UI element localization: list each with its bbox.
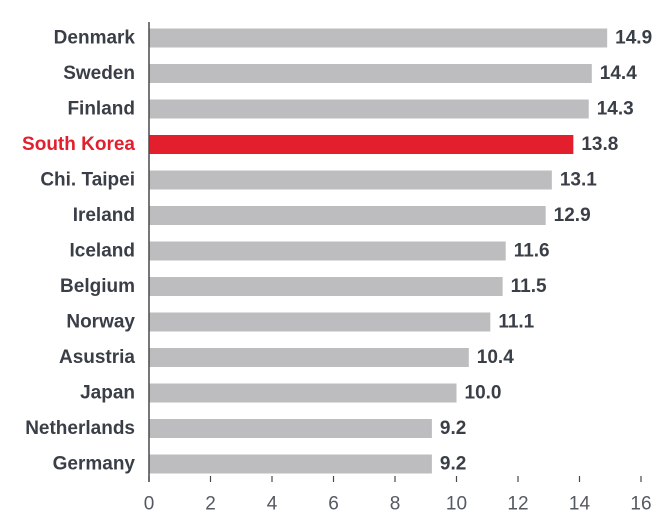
bar-ireland [149, 206, 546, 225]
x-tick-label-8: 8 [390, 494, 401, 515]
category-label-norway: Norway [66, 312, 135, 333]
bar-denmark [149, 28, 608, 48]
category-label-belgium: Belgium [60, 276, 135, 297]
value-label-belgium: 11.5 [511, 276, 547, 297]
x-tick-label-16: 16 [630, 494, 651, 515]
bar-finland [149, 99, 589, 119]
value-label-asustria: 10.4 [477, 347, 514, 368]
value-label-ireland: 12.9 [554, 205, 591, 226]
category-label-finland: Finland [67, 99, 135, 120]
category-label-iceland: Iceland [70, 241, 135, 262]
value-label-denmark: 14.9 [615, 28, 652, 49]
x-tick-label-4: 4 [267, 494, 278, 515]
value-label-japan: 10.0 [465, 383, 502, 404]
value-label-norway: 11.1 [498, 312, 534, 333]
bar-chi-taipei [149, 170, 552, 190]
bar-belgium [149, 277, 503, 296]
x-tick-label-2: 2 [205, 494, 216, 515]
value-label-iceland: 11.6 [514, 241, 550, 262]
category-label-asustria: Asustria [59, 347, 135, 368]
bars-group [149, 28, 608, 474]
x-tick-label-0: 0 [144, 494, 155, 515]
value-label-finland: 14.3 [597, 99, 634, 120]
bar-asustria [149, 348, 469, 367]
category-label-netherlands: Netherlands [25, 418, 135, 439]
category-label-ireland: Ireland [73, 205, 135, 226]
bar-sweden [149, 64, 592, 83]
category-label-japan: Japan [80, 383, 135, 404]
value-label-sweden: 14.4 [600, 63, 637, 84]
value-label-netherlands: 9.2 [440, 418, 466, 439]
bar-germany [149, 454, 432, 474]
bar-netherlands [149, 419, 432, 438]
category-label-south-korea: South Korea [22, 134, 135, 155]
x-tick-label-12: 12 [507, 494, 528, 515]
category-labels: Denmark Sweden Finland South Korea Chi. Taip… [22, 28, 135, 475]
value-label-germany: 9.2 [440, 454, 466, 475]
category-label-sweden: Sweden [63, 63, 135, 84]
bar-south-korea [149, 135, 574, 154]
x-tick-label-14: 14 [569, 494, 591, 515]
value-label-south-korea: 13.8 [581, 134, 618, 155]
category-label-germany: Germany [53, 454, 136, 475]
bar-norway [149, 312, 491, 332]
bar-japan [149, 383, 457, 403]
x-axis: 0 2 4 6 8 10 12 14 16 [144, 476, 652, 515]
category-label-chi-taipei: Chi. Taipei [40, 170, 135, 191]
value-label-chi-taipei: 13.1 [560, 170, 597, 191]
value-labels: 14.9 14.4 14.3 13.8 13.1 12.911.6 11.5 11.1 10.4… [440, 28, 652, 475]
x-tick-label-10: 10 [446, 494, 467, 515]
bar-iceland [149, 241, 506, 261]
category-label-denmark: Denmark [54, 28, 136, 49]
x-tick-label-6: 6 [328, 494, 339, 515]
